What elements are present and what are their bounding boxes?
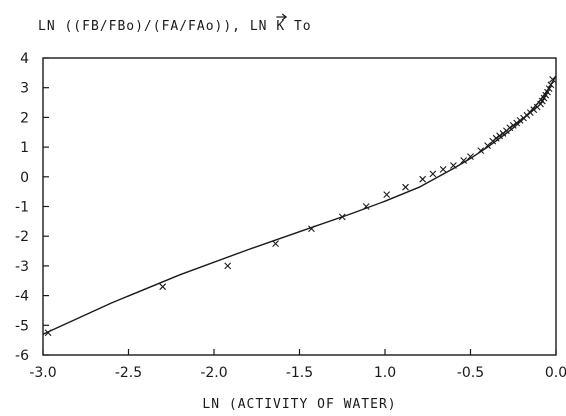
data-point [509,122,517,129]
x-tick-label: -3.0 [29,365,56,381]
data-point [383,191,391,199]
data-point [460,157,468,164]
x-tick-label: -1.5 [286,365,313,381]
y-tick-label: -5 [15,318,29,334]
vector-arrow-head [281,13,288,21]
data-point [419,175,427,183]
data-point [429,170,437,178]
data-point [224,262,232,270]
x-tick-label: 1.0 [374,365,396,381]
y-tick-label: 3 [20,81,29,97]
x-axis-title: LN (ACTIVITY OF WATER) [202,397,396,412]
data-point [467,153,474,160]
tick-group: -3.0 -2.5 -2.0 -1.5 1.0 -0.5 0.0 4 3 2 1 0 -1 -2 -3 -4 -… [15,51,566,381]
y-tick-label: -6 [15,348,29,364]
y-tick-label: -4 [15,289,29,305]
y-axis-title: LN ((FB/FBo)/(FA/FAo)), LN K To [38,19,312,34]
y-tick-label: -3 [15,259,29,275]
y-tick-label: -2 [15,229,29,245]
y-tick-label: 4 [20,51,29,67]
data-point [516,116,524,124]
x-tick-label: -2.5 [115,365,142,381]
data-point [496,132,503,140]
x-tick-label: -0.5 [457,365,484,381]
data-point [159,283,167,291]
fit-line [42,75,557,335]
x-tick-label: -2.0 [200,365,227,381]
y-tick-label: 2 [20,110,29,126]
y-tick-label: -1 [15,200,29,216]
data-point [272,240,279,248]
y-tick-label: 1 [20,140,29,156]
series-group [42,75,557,337]
plot-frame [42,57,557,356]
x-tick-label: 0.0 [545,365,566,381]
data-point [402,183,409,191]
data-point [439,165,447,173]
y-tick-label: 0 [20,170,29,186]
